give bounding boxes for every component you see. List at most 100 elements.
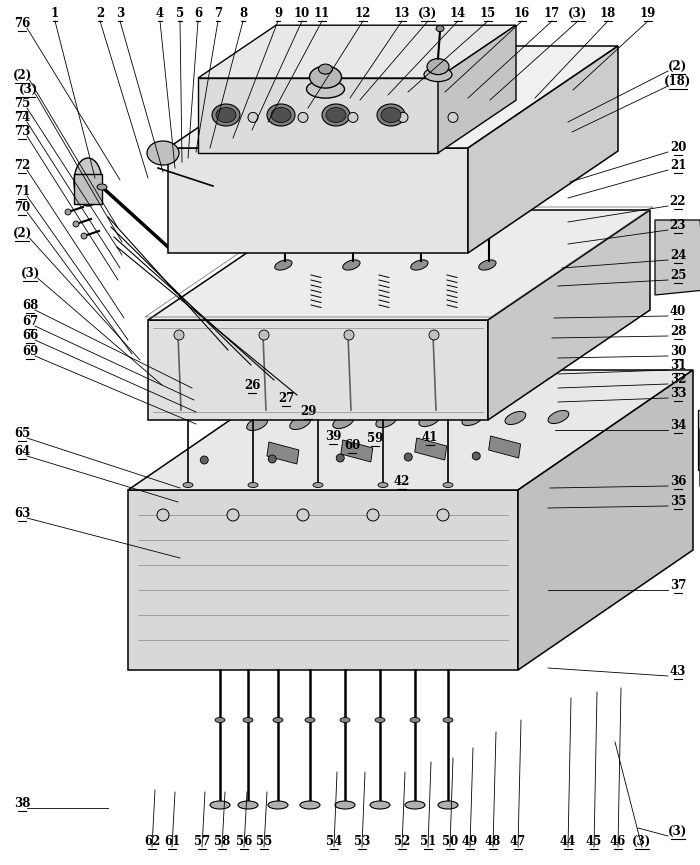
Text: 67: 67 [22, 315, 38, 328]
Ellipse shape [268, 801, 288, 809]
Ellipse shape [419, 413, 440, 426]
Circle shape [298, 112, 308, 123]
Text: 24: 24 [670, 249, 686, 262]
Circle shape [348, 112, 358, 123]
Ellipse shape [436, 26, 444, 32]
Circle shape [297, 509, 309, 521]
Text: 23: 23 [670, 219, 686, 232]
Circle shape [473, 452, 480, 460]
Ellipse shape [267, 104, 295, 126]
Ellipse shape [479, 260, 496, 270]
Ellipse shape [309, 66, 342, 88]
Polygon shape [468, 46, 618, 253]
Circle shape [200, 456, 209, 464]
Text: 10: 10 [294, 7, 310, 20]
Circle shape [344, 330, 354, 340]
Ellipse shape [273, 717, 283, 722]
Ellipse shape [212, 104, 240, 126]
Ellipse shape [313, 483, 323, 488]
Text: 13: 13 [394, 7, 410, 20]
Ellipse shape [410, 717, 420, 722]
Text: 55: 55 [256, 835, 272, 848]
Ellipse shape [332, 415, 354, 428]
Ellipse shape [375, 717, 385, 722]
Text: 59: 59 [367, 432, 383, 445]
Text: 73: 73 [14, 125, 30, 138]
Text: 32: 32 [670, 373, 686, 386]
Text: 70: 70 [14, 201, 30, 214]
Text: 38: 38 [14, 797, 30, 810]
Text: (3): (3) [668, 825, 687, 838]
Text: 49: 49 [462, 835, 478, 848]
Bar [74, 174, 102, 204]
Text: 68: 68 [22, 299, 38, 312]
Polygon shape [518, 370, 693, 670]
Ellipse shape [377, 104, 405, 126]
Circle shape [81, 233, 87, 239]
Text: 3: 3 [116, 7, 124, 20]
Polygon shape [488, 210, 650, 420]
Polygon shape [489, 436, 521, 458]
Ellipse shape [335, 801, 355, 809]
Ellipse shape [248, 483, 258, 488]
Circle shape [174, 330, 184, 340]
Text: (3): (3) [568, 7, 587, 20]
Text: 47: 47 [510, 835, 526, 848]
Text: 41: 41 [422, 431, 438, 444]
Text: (2): (2) [668, 60, 687, 73]
Ellipse shape [411, 260, 428, 270]
Text: 14: 14 [450, 7, 466, 20]
Ellipse shape [378, 483, 388, 488]
Polygon shape [198, 25, 516, 78]
Ellipse shape [305, 717, 315, 722]
Text: 19: 19 [640, 7, 656, 20]
Polygon shape [148, 320, 488, 420]
Polygon shape [698, 410, 700, 470]
Text: 17: 17 [544, 7, 560, 20]
Text: 2: 2 [96, 7, 104, 20]
Text: 43: 43 [670, 665, 686, 678]
Text: 63: 63 [14, 507, 30, 520]
Polygon shape [341, 440, 373, 462]
Text: 22: 22 [670, 195, 686, 208]
Text: 45: 45 [586, 835, 602, 848]
Circle shape [259, 330, 269, 340]
Text: 39: 39 [325, 430, 341, 443]
Text: (3): (3) [419, 7, 438, 20]
Polygon shape [267, 442, 299, 464]
Text: 34: 34 [670, 419, 686, 432]
Ellipse shape [424, 67, 452, 81]
Circle shape [398, 112, 408, 123]
Text: 25: 25 [670, 269, 686, 282]
Text: 28: 28 [670, 325, 686, 338]
Ellipse shape [307, 80, 344, 98]
Ellipse shape [340, 717, 350, 722]
Ellipse shape [343, 260, 360, 270]
Ellipse shape [376, 414, 397, 427]
Ellipse shape [216, 107, 236, 123]
Ellipse shape [290, 416, 311, 430]
Text: (2): (2) [13, 69, 32, 82]
Polygon shape [128, 490, 518, 670]
Ellipse shape [318, 64, 332, 74]
Circle shape [157, 509, 169, 521]
Text: 52: 52 [394, 835, 410, 848]
Circle shape [448, 112, 458, 123]
Polygon shape [168, 46, 618, 148]
Polygon shape [148, 210, 650, 320]
Text: 20: 20 [670, 141, 686, 154]
Text: 18: 18 [600, 7, 616, 20]
Text: (3): (3) [18, 83, 38, 96]
Ellipse shape [381, 107, 401, 123]
Text: 21: 21 [670, 159, 686, 172]
Text: 60: 60 [344, 439, 360, 452]
Ellipse shape [370, 801, 390, 809]
Text: 9: 9 [274, 7, 282, 20]
Polygon shape [414, 438, 447, 460]
Circle shape [367, 509, 379, 521]
Polygon shape [128, 370, 693, 490]
Text: 26: 26 [244, 379, 260, 392]
Text: 40: 40 [670, 305, 686, 318]
Circle shape [248, 112, 258, 123]
Text: (2): (2) [13, 227, 32, 240]
